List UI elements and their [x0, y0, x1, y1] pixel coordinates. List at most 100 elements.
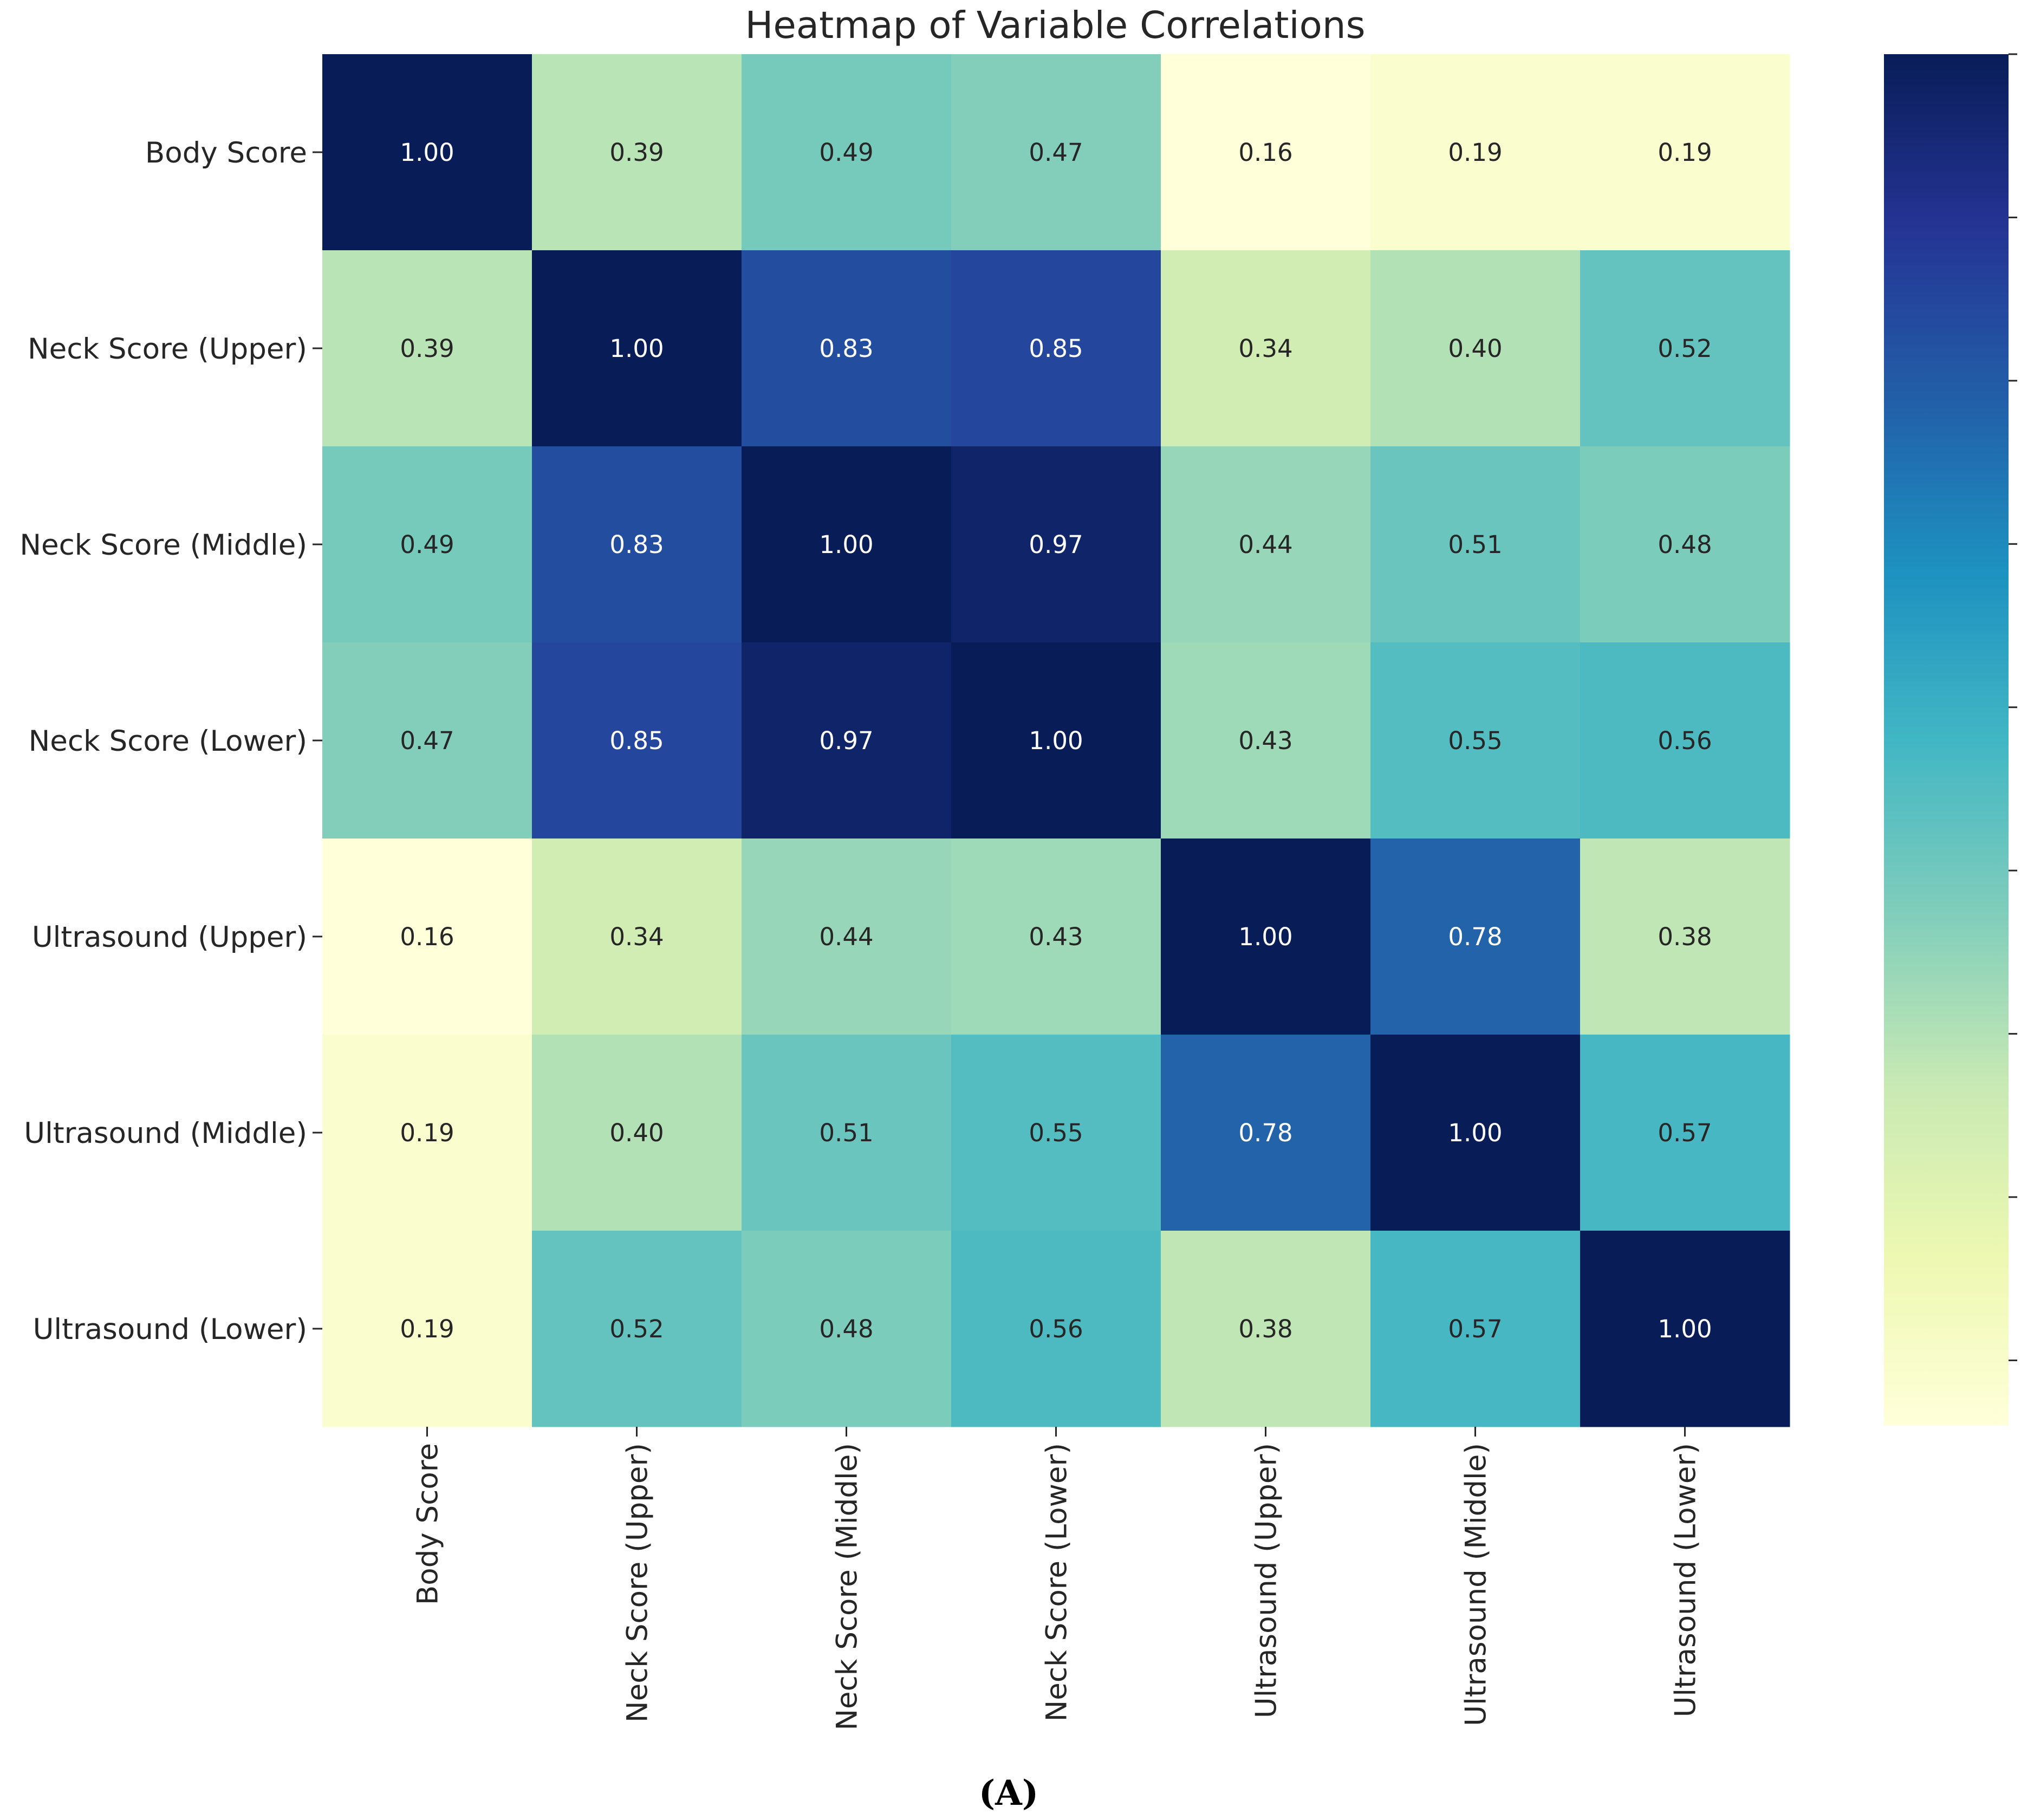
heatmap-cell [1580, 838, 1790, 1035]
heatmap-cells: 1.00 0.39 0.49 0.47 0.16 0.19 0.19 0.39 1.00 0.83… [322, 54, 1790, 1427]
cell-value-label: 0.16 [400, 922, 454, 951]
heatmap-cell [1370, 838, 1581, 1035]
cell-value-label: 0.39 [400, 334, 454, 363]
heatmap-cell [1370, 1231, 1581, 1427]
x-tick-label: Neck Score (Upper) [621, 1443, 654, 1722]
cell-value-label: 0.40 [1448, 334, 1502, 363]
cell-value-label: 0.48 [819, 1315, 873, 1343]
cell-value-label: 0.52 [609, 1315, 664, 1343]
heatmap-cell [532, 838, 742, 1035]
cell-value-label: 0.78 [1448, 922, 1502, 951]
heatmap-cell [1161, 1231, 1371, 1427]
heatmap-cell [322, 1231, 532, 1427]
cell-value-label: 0.57 [1448, 1315, 1502, 1343]
heatmap-cell [1161, 642, 1371, 839]
heatmap-cell [951, 1035, 1161, 1231]
heatmap-cell [532, 1035, 742, 1231]
heatmap-cell [1580, 446, 1790, 643]
panel-label: (A) [979, 1773, 1038, 1813]
cell-value-label: 1.00 [1029, 726, 1083, 755]
cell-value-label: 0.83 [609, 530, 664, 559]
cell-value-label: 1.00 [819, 530, 873, 559]
x-tick-label: Neck Score (Lower) [1041, 1443, 1074, 1721]
cell-value-label: 0.40 [609, 1119, 664, 1147]
heatmap-cell [742, 1231, 952, 1427]
heatmap-cell [1161, 446, 1371, 643]
heatmap-cell [1580, 250, 1790, 447]
cell-value-label: 0.83 [819, 334, 873, 363]
heatmap-cell [742, 838, 952, 1035]
heatmap-cell [322, 446, 532, 643]
cell-value-label: 0.55 [1029, 1119, 1083, 1147]
cell-value-label: 0.78 [1238, 1119, 1292, 1147]
heatmap-cell [1370, 642, 1581, 839]
heatmap-cell [322, 642, 532, 839]
cell-value-label: 0.55 [1448, 726, 1502, 755]
heatmap-cell [532, 446, 742, 643]
x-tick-label: Ultrasound (Lower) [1669, 1443, 1702, 1717]
heatmap-cell [742, 446, 952, 643]
cell-value-label: 1.00 [1448, 1119, 1502, 1147]
cell-value-label: 0.49 [400, 530, 454, 559]
cell-value-label: 0.44 [819, 922, 873, 951]
cell-value-label: 0.19 [1448, 138, 1502, 167]
heatmap-cell [1161, 1035, 1371, 1231]
cell-value-label: 0.85 [609, 726, 664, 755]
cell-value-label: 0.44 [1238, 530, 1292, 559]
y-tick-label: Body Score [145, 136, 307, 170]
heatmap-cell [742, 54, 952, 251]
heatmap-cell [951, 54, 1161, 251]
heatmap-cell [322, 838, 532, 1035]
heatmap-cell [322, 250, 532, 447]
heatmap-cell [742, 642, 952, 839]
heatmap-cell [742, 250, 952, 447]
colorbar: 1.00.90.80.70.60.50.40.30.2 [1884, 53, 2017, 1426]
cell-value-label: 0.48 [1658, 530, 1712, 559]
heatmap-cell [951, 250, 1161, 447]
cell-value-label: 0.51 [819, 1119, 873, 1147]
heatmap-cell [1580, 642, 1790, 839]
cell-value-label: 0.97 [1029, 530, 1083, 559]
heatmap-cell [742, 1035, 952, 1231]
cell-value-label: 0.39 [609, 138, 664, 167]
heatmap-cell [1370, 250, 1581, 447]
heatmap-cell [1161, 250, 1371, 447]
heatmap-cell [951, 838, 1161, 1035]
heatmap-cell [1370, 446, 1581, 643]
y-tick-label: Ultrasound (Lower) [33, 1313, 307, 1346]
cell-value-label: 0.43 [1238, 726, 1292, 755]
cell-value-label: 0.47 [1029, 138, 1083, 167]
heatmap-cell [1580, 54, 1790, 251]
cell-value-label: 1.00 [1238, 922, 1292, 951]
heatmap-cell [1580, 1231, 1790, 1427]
cell-value-label: 0.43 [1029, 922, 1083, 951]
heatmap-cell [1370, 1035, 1581, 1231]
colorbar-gradient [1884, 54, 2009, 1426]
heatmap-cell [532, 642, 742, 839]
cell-value-label: 0.52 [1658, 334, 1712, 363]
heatmap-cell [951, 446, 1161, 643]
x-tick-label: Body Score [412, 1443, 445, 1605]
cell-value-label: 0.49 [819, 138, 873, 167]
cell-value-label: 1.00 [400, 138, 454, 167]
heatmap-cell [532, 1231, 742, 1427]
y-tick-label: Ultrasound (Upper) [32, 921, 307, 954]
cell-value-label: 0.56 [1029, 1315, 1083, 1343]
heatmap-cell [532, 54, 742, 251]
cell-value-label: 0.19 [400, 1119, 454, 1147]
heatmap-cell [1161, 54, 1371, 251]
cell-value-label: 1.00 [609, 334, 664, 363]
heatmap-cell [322, 54, 532, 251]
cell-value-label: 0.56 [1658, 726, 1712, 755]
y-tick-label: Neck Score (Lower) [29, 725, 307, 758]
y-tick-label: Neck Score (Upper) [28, 333, 307, 366]
x-axis: Body Score Neck Score (Upper) Neck Score (… [412, 1427, 1702, 1731]
cell-value-label: 0.57 [1658, 1119, 1712, 1147]
cell-value-label: 0.38 [1658, 922, 1712, 951]
x-tick-label: Ultrasound (Middle) [1460, 1443, 1493, 1726]
cell-value-label: 0.47 [400, 726, 454, 755]
cell-value-label: 0.19 [1658, 138, 1712, 167]
cell-value-label: 0.16 [1238, 138, 1292, 167]
cell-value-label: 0.19 [400, 1315, 454, 1343]
heatmap-cell [532, 250, 742, 447]
